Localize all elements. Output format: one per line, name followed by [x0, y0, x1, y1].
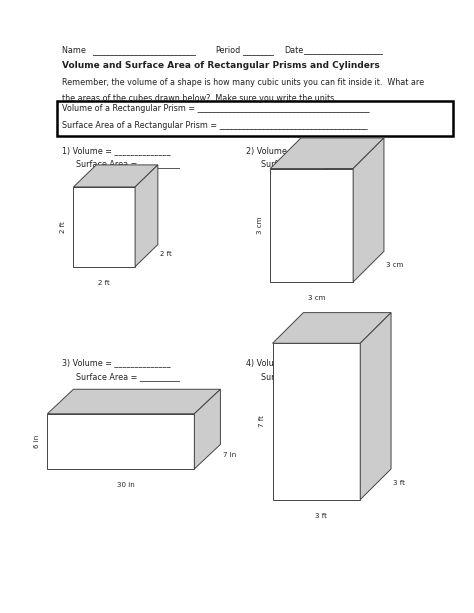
Text: Surface Area = __________: Surface Area = __________: [76, 372, 180, 381]
Text: 6 in: 6 in: [34, 435, 40, 448]
Text: Volume and Surface Area of Rectangular Prisms and Cylinders: Volume and Surface Area of Rectangular P…: [62, 61, 379, 70]
Polygon shape: [135, 165, 158, 267]
Bar: [57, 101, 453, 136]
Text: Name: Name: [62, 46, 88, 55]
Polygon shape: [47, 414, 194, 469]
Polygon shape: [73, 187, 135, 267]
Text: 3 ft: 3 ft: [315, 513, 327, 519]
Text: 1) Volume = ______________: 1) Volume = ______________: [62, 146, 170, 155]
Text: 7 in: 7 in: [223, 452, 236, 459]
Text: Remember, the volume of a shape is how many cubic units you can fit inside it.  : Remember, the volume of a shape is how m…: [62, 78, 424, 88]
Polygon shape: [360, 313, 391, 500]
Polygon shape: [194, 389, 220, 469]
Polygon shape: [270, 169, 353, 282]
Polygon shape: [273, 313, 391, 343]
Text: 3 ft: 3 ft: [393, 480, 405, 486]
Polygon shape: [353, 138, 384, 282]
Text: 7 ft: 7 ft: [259, 416, 265, 427]
Text: Volume of a Rectangular Prism = ___________________________________________: Volume of a Rectangular Prism = ________…: [62, 104, 369, 113]
Text: 3 cm: 3 cm: [308, 295, 325, 302]
Text: 30 in: 30 in: [117, 482, 135, 489]
Text: 3) Volume = ______________: 3) Volume = ______________: [62, 359, 170, 368]
Text: 2 ft: 2 ft: [99, 280, 110, 286]
Polygon shape: [270, 138, 384, 169]
Polygon shape: [73, 165, 158, 187]
Text: Surface Area = __________: Surface Area = __________: [261, 159, 365, 169]
Text: Surface Area = __________: Surface Area = __________: [261, 372, 365, 381]
Polygon shape: [47, 389, 220, 414]
Text: 2 ft: 2 ft: [160, 251, 172, 257]
Text: Surface Area of a Rectangular Prism = _____________________________________: Surface Area of a Rectangular Prism = __…: [62, 121, 367, 130]
Text: 4) Volume = ______________: 4) Volume = ______________: [246, 359, 355, 368]
Text: Period: Period: [216, 46, 241, 55]
Polygon shape: [273, 343, 360, 500]
Text: Surface Area = __________: Surface Area = __________: [76, 159, 180, 169]
Text: 2 ft: 2 ft: [60, 221, 66, 233]
Text: 3 cm: 3 cm: [386, 262, 404, 268]
Text: 3 cm: 3 cm: [257, 216, 263, 234]
Text: 2) Volume = ______________: 2) Volume = ______________: [246, 146, 355, 155]
Text: the areas of the cubes drawn below?  Make sure you write the units.: the areas of the cubes drawn below? Make…: [62, 94, 337, 103]
Text: ____________________: ____________________: [303, 46, 383, 55]
Text: ________: ________: [242, 46, 276, 55]
Text: __________________________: __________________________: [92, 46, 199, 55]
Text: Date: Date: [284, 46, 304, 55]
